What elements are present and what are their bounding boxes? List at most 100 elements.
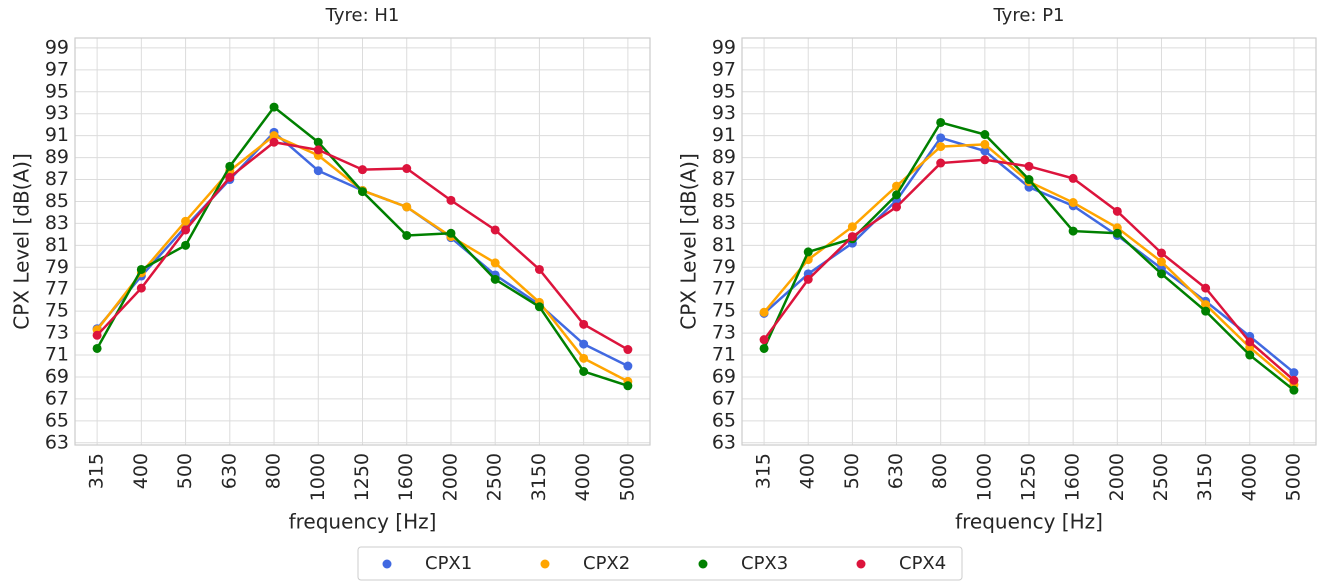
y-axis-label: CPX Level [dB(A)] <box>677 153 701 330</box>
y-tick-label: 81 <box>712 234 736 256</box>
data-point <box>181 225 191 235</box>
y-tick-label: 73 <box>45 322 69 344</box>
data-point <box>136 283 146 293</box>
data-point <box>358 187 367 197</box>
x-tick-label: 5000 <box>1282 453 1304 501</box>
x-tick-label: 2000 <box>439 453 461 501</box>
data-point <box>269 102 279 112</box>
data-point <box>847 232 857 242</box>
y-tick-label: 93 <box>45 102 69 124</box>
x-tick-label: 800 <box>263 453 285 489</box>
y-tick-label: 85 <box>45 190 69 212</box>
x-tick-label: 4000 <box>572 453 594 501</box>
y-tick-label: 67 <box>712 387 736 409</box>
data-point <box>1024 161 1034 171</box>
x-tick-label: 630 <box>885 453 907 489</box>
x-tick-label: 400 <box>797 453 819 489</box>
data-point <box>269 137 279 147</box>
y-tick-label: 99 <box>45 36 69 58</box>
x-tick-label: 630 <box>218 453 240 489</box>
y-tick-label: 65 <box>45 409 69 431</box>
data-point <box>225 172 235 182</box>
y-tick-label: 99 <box>712 36 736 58</box>
data-point <box>313 166 323 176</box>
x-tick-label: 3150 <box>528 453 550 501</box>
y-tick-label: 77 <box>712 278 736 300</box>
y-tick-label: 97 <box>45 58 69 80</box>
data-point <box>1024 175 1034 185</box>
data-point <box>892 202 902 212</box>
y-tick-label: 73 <box>712 322 736 344</box>
data-point <box>936 142 946 152</box>
data-point <box>1112 206 1122 216</box>
y-axis-label: CPX Level [dB(A)] <box>10 153 34 330</box>
data-point <box>534 302 544 312</box>
y-tick-label: 85 <box>712 190 736 212</box>
data-point <box>936 158 946 168</box>
legend-frame <box>357 546 963 581</box>
data-point <box>181 216 191 226</box>
data-point <box>92 330 102 340</box>
data-point <box>1201 283 1211 293</box>
y-tick-label: 97 <box>712 58 736 80</box>
data-point <box>1289 368 1299 378</box>
x-axis-label: frequency [Hz] <box>289 510 437 534</box>
data-point <box>1068 226 1078 236</box>
data-point <box>1201 300 1211 310</box>
data-point <box>579 319 589 329</box>
y-tick-label: 87 <box>45 168 69 190</box>
data-point <box>847 222 857 232</box>
x-tick-label: 4000 <box>1238 453 1260 501</box>
x-tick-label: 315 <box>86 453 108 489</box>
x-tick-label: 1000 <box>973 453 995 501</box>
x-tick-label: 315 <box>753 453 775 489</box>
data-point <box>534 264 544 274</box>
y-tick-label: 83 <box>712 212 736 234</box>
data-point <box>579 366 589 376</box>
y-tick-label: 65 <box>712 409 736 431</box>
chart-title: Tyre: P1 <box>992 5 1064 26</box>
data-point <box>980 146 990 156</box>
legend-label: CPX4 <box>899 553 946 574</box>
legend-label: CPX2 <box>583 553 630 574</box>
data-point <box>1245 337 1255 347</box>
plot-frame <box>741 37 1317 446</box>
x-axis-label: frequency [Hz] <box>955 510 1103 534</box>
data-point <box>1068 173 1078 183</box>
data-point <box>92 343 102 353</box>
data-point <box>490 274 500 284</box>
data-point <box>759 307 769 317</box>
legend-marker <box>382 559 392 569</box>
y-tick-label: 71 <box>712 344 736 366</box>
x-tick-label: 400 <box>130 453 152 489</box>
data-point <box>759 343 769 353</box>
data-point <box>490 225 500 235</box>
chart-title: Tyre: H1 <box>325 5 400 26</box>
data-point <box>980 139 990 149</box>
data-point <box>803 247 813 257</box>
y-tick-label: 67 <box>45 387 69 409</box>
data-point <box>269 131 279 141</box>
y-tick-label: 91 <box>712 124 736 146</box>
data-point <box>892 181 902 191</box>
y-tick-label: 63 <box>45 431 69 453</box>
x-tick-label: 1250 <box>1018 453 1040 501</box>
x-tick-label: 2500 <box>1150 453 1172 501</box>
y-tick-label: 63 <box>712 431 736 453</box>
data-point <box>490 258 500 268</box>
y-tick-label: 75 <box>45 300 69 322</box>
data-point <box>803 274 813 284</box>
data-point <box>313 145 323 155</box>
data-point <box>402 230 412 240</box>
data-point <box>936 133 946 143</box>
data-point <box>181 240 191 250</box>
y-tick-label: 81 <box>45 234 69 256</box>
legend-label: CPX3 <box>741 553 788 574</box>
data-point <box>1156 269 1166 279</box>
legend-marker <box>698 559 708 569</box>
y-tick-label: 71 <box>45 344 69 366</box>
x-tick-label: 1250 <box>351 453 373 501</box>
data-point <box>980 155 990 165</box>
